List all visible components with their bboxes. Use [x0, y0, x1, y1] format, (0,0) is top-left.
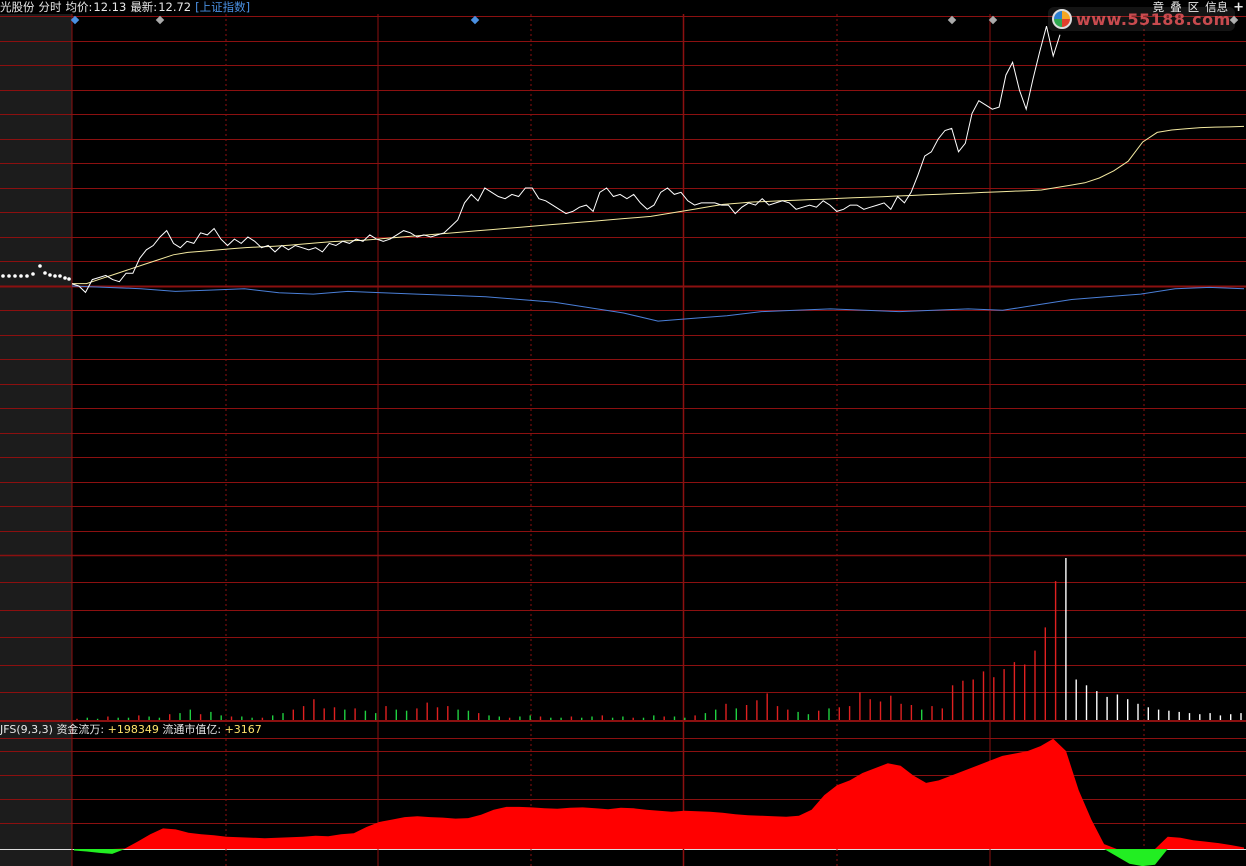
watermark-text: www.55188.com — [1076, 9, 1231, 29]
pre-market-strip — [0, 14, 72, 866]
avg-price-value: 12.13 — [93, 0, 127, 14]
toolbar-bid-button[interactable]: 竟 — [1152, 0, 1165, 14]
pre-market-dot — [58, 274, 62, 278]
stock-name: 光股份 — [0, 0, 35, 14]
average-price-line — [72, 125, 1245, 285]
pre-market-dot — [53, 274, 57, 278]
pre-market-dot — [1, 274, 5, 278]
pre-market-dot — [63, 276, 67, 280]
market-cap-label: 流通市值亿: — [162, 723, 222, 736]
indicator-name[interactable]: JFS(9,3,3) — [0, 723, 53, 736]
toolbar-range-button[interactable]: 区 — [1187, 0, 1200, 14]
pre-market-dot — [25, 274, 29, 278]
volume-bars — [76, 558, 1242, 720]
fund-flow-positive-area — [74, 738, 1244, 849]
pre-market-dots — [1, 264, 71, 281]
event-marker-icon — [470, 15, 480, 25]
watermark-logo-icon — [1052, 9, 1072, 29]
pre-market-dot — [31, 272, 35, 276]
chart-header: 光股份 分时 均价:12.13 最新:12.72 [上证指数] — [0, 0, 254, 14]
pre-market-dot — [43, 271, 47, 275]
latest-price-value: 12.72 — [158, 0, 192, 14]
mode-label[interactable]: 分时 — [38, 0, 62, 14]
fund-flow-value: +198349 — [107, 723, 159, 736]
price-line — [71, 25, 1061, 294]
toolbar-info-button[interactable]: 信息 — [1205, 0, 1229, 14]
index-link[interactable]: [上证指数] — [195, 0, 251, 14]
fund-flow-label: 资金流万: — [56, 723, 105, 736]
pre-market-dot — [19, 274, 23, 278]
pre-market-dot — [7, 274, 11, 278]
index-line — [71, 285, 1245, 322]
indicator-header: JFS(9,3,3) 资金流万: +198349 流通市值亿: +3167 — [0, 723, 262, 737]
market-cap-value: +3167 — [224, 723, 262, 736]
latest-price-label: 最新: — [130, 0, 158, 14]
pre-market-dot — [67, 277, 71, 281]
avg-price-label: 均价: — [65, 0, 93, 14]
chart-toolbar: 竟叠区信息 + — [1147, 0, 1246, 15]
fund-flow-area — [74, 738, 1244, 866]
pre-market-dot — [38, 264, 42, 268]
toolbar-overlay-button[interactable]: 叠 — [1170, 0, 1182, 14]
pre-market-dot — [13, 274, 17, 278]
watermark: www.55188.com — [1048, 7, 1235, 31]
pre-market-dot — [48, 273, 52, 277]
fund-flow-negative-area — [74, 849, 1244, 866]
plus-icon[interactable]: + — [1233, 0, 1244, 15]
